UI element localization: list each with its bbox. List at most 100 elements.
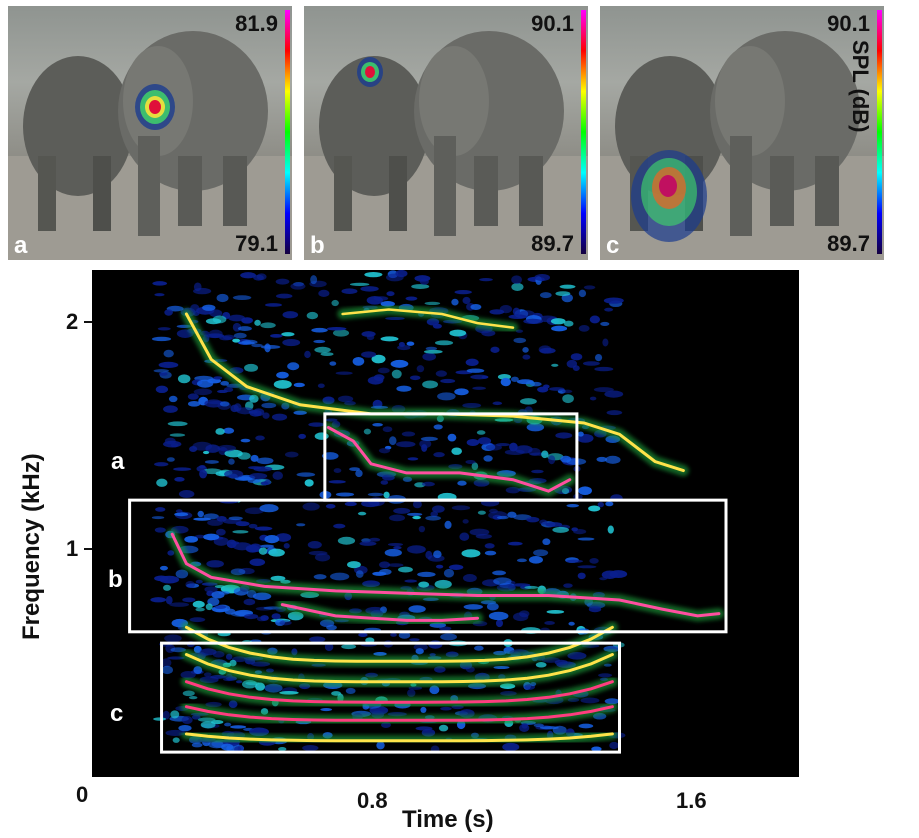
noise-speck [359, 541, 377, 546]
noise-speck [207, 519, 223, 526]
spectrogram [92, 270, 799, 777]
noise-speck [567, 652, 587, 660]
noise-speck [282, 311, 299, 319]
noise-speck [371, 354, 386, 364]
noise-speck [500, 690, 517, 696]
noise-speck [206, 560, 224, 568]
noise-speck [184, 535, 199, 543]
noise-speck [404, 579, 418, 583]
noise-speck [212, 315, 227, 324]
noise-speck [397, 345, 411, 351]
noise-speck [577, 565, 597, 569]
noise-speck [349, 467, 360, 471]
region-box-c [160, 641, 622, 754]
noise-speck [485, 444, 502, 451]
noise-speck [187, 393, 199, 400]
noise-speck [162, 710, 170, 720]
noise-speck [429, 685, 440, 695]
noise-speck [407, 545, 426, 554]
noise-speck [429, 653, 436, 657]
noise-speck [189, 617, 206, 623]
noise-speck [596, 456, 608, 462]
noise-speck [229, 659, 237, 667]
noise-speck [539, 519, 548, 525]
contour-line [341, 308, 515, 329]
noise-speck [155, 385, 169, 394]
noise-speck [415, 648, 424, 655]
noise-speck [472, 386, 486, 390]
noise-speck [232, 295, 252, 301]
min-spl-value: 89.7 [531, 231, 574, 256]
noise-speck [217, 444, 237, 452]
noise-speck [243, 598, 256, 606]
noise-speck [439, 626, 452, 631]
noise-speck [561, 487, 570, 495]
noise-speck [204, 586, 218, 593]
noise-speck [320, 352, 334, 357]
noise-speck [577, 537, 595, 541]
elephant-scene-b [304, 31, 588, 260]
noise-speck [533, 549, 549, 557]
noise-speck [320, 708, 333, 712]
noise-speck [411, 284, 430, 290]
noise-speck [434, 666, 446, 673]
noise-speck [380, 480, 389, 485]
noise-speck [479, 278, 493, 282]
noise-speck [462, 296, 471, 305]
noise-speck [279, 620, 292, 626]
noise-speck [366, 334, 375, 341]
noise-speck [199, 469, 208, 479]
noise-speck [355, 570, 364, 578]
noise-speck [212, 651, 225, 658]
noise-speck [583, 285, 596, 290]
noise-speck [181, 716, 193, 724]
noise-speck [200, 721, 216, 729]
noise-speck [396, 385, 412, 392]
min-spl-value: 89.7 [827, 231, 870, 256]
noise-speck [393, 546, 402, 550]
noise-speck [578, 723, 594, 729]
noise-speck [326, 327, 347, 331]
noise-speck [416, 365, 425, 373]
noise-speck [168, 395, 178, 403]
noise-speck [368, 537, 381, 542]
noise-speck [236, 407, 254, 415]
noise-speck [454, 290, 472, 295]
noise-speck [360, 286, 379, 292]
noise-speck [240, 438, 251, 443]
noise-speck [477, 437, 492, 445]
noise-speck [150, 597, 167, 603]
noise-speck [203, 672, 212, 677]
noise-speck [155, 507, 166, 512]
noise-speck [174, 477, 185, 482]
box-label-b: b [108, 566, 123, 593]
noise-speck [465, 459, 476, 464]
noise-speck [605, 455, 621, 464]
noise-speck [228, 700, 238, 709]
noise-speck [407, 689, 416, 697]
noise-speck [512, 307, 520, 316]
noise-speck [421, 481, 435, 487]
noise-speck [401, 431, 416, 437]
noise-speck [159, 565, 168, 571]
noise-speck [247, 478, 261, 484]
noise-speck [191, 714, 201, 720]
noise-speck [199, 465, 206, 469]
noise-speck [443, 568, 455, 578]
noise-speck [271, 613, 281, 620]
noise-speck [589, 315, 601, 324]
noise-speck [546, 609, 565, 614]
panel-letter: b [310, 232, 325, 259]
noise-speck [599, 577, 608, 581]
noise-speck [407, 457, 419, 461]
noise-speck [490, 346, 500, 353]
noise-speck [588, 606, 602, 613]
noise-speck [373, 296, 389, 301]
noise-speck [173, 467, 192, 471]
noise-speck [357, 511, 367, 516]
noise-speck [287, 362, 300, 371]
noise-speck [170, 647, 186, 653]
noise-speck [551, 363, 559, 367]
noise-speck [363, 428, 372, 435]
noise-speck [275, 278, 290, 285]
